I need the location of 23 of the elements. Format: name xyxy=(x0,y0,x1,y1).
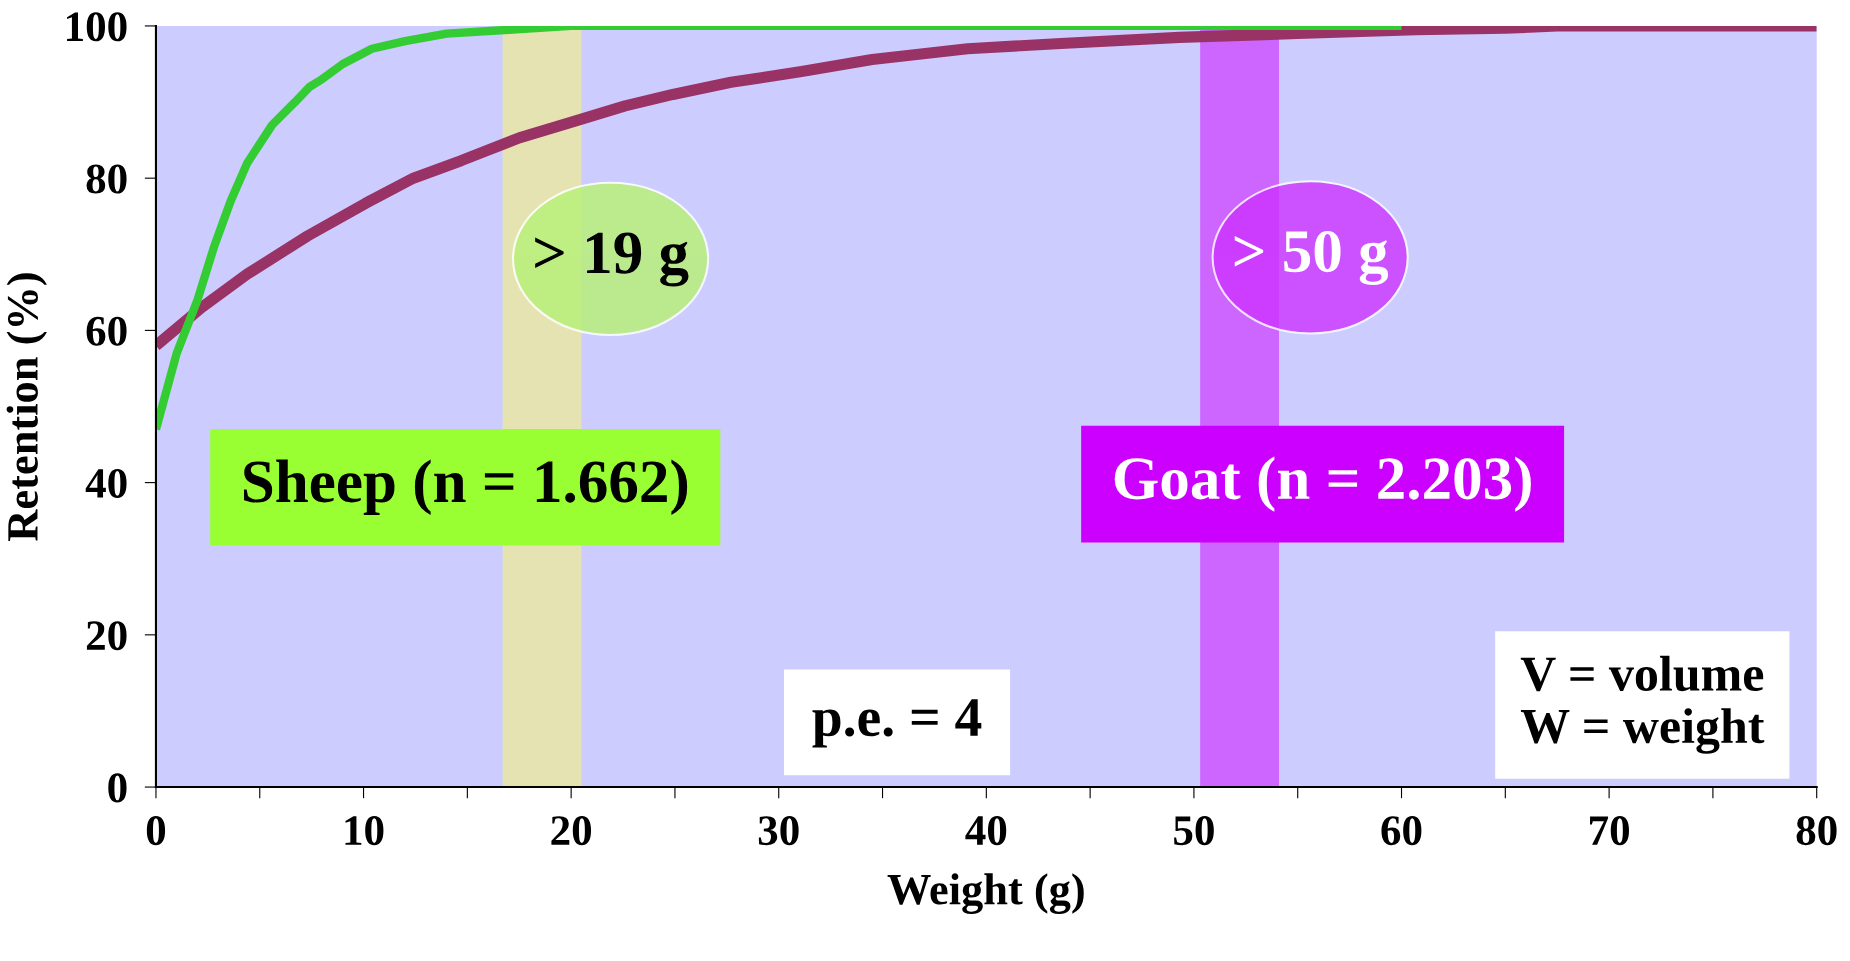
band-label: > 19 g xyxy=(535,232,689,287)
annotation: V = volume W = weight xyxy=(1520,655,1765,754)
y-tick-label: 0 xyxy=(108,773,127,803)
y-tick-label: 40 xyxy=(85,468,127,498)
y-axis-title: Retention (%) xyxy=(6,273,47,541)
y-tick-label: 60 xyxy=(86,316,127,346)
band-label: > 50 g xyxy=(1234,230,1389,286)
x-tick-label: 50 xyxy=(1174,816,1214,846)
y-tick-label: 20 xyxy=(86,621,127,651)
y-tick-label: 80 xyxy=(86,164,127,194)
x-tick-label: 40 xyxy=(965,816,1007,846)
x-tick-label: 10 xyxy=(345,816,384,846)
x-tick-label: 0 xyxy=(146,816,166,846)
y-tick-label: 100 xyxy=(67,12,127,42)
x-axis-title: Weight (g) xyxy=(887,873,1084,914)
x-tick-label: 70 xyxy=(1590,816,1629,846)
x-tick-label: 80 xyxy=(1796,816,1837,846)
x-tick-label: 30 xyxy=(758,816,799,846)
annotation: Goat (n = 2.203) xyxy=(1114,456,1531,512)
annotation: Sheep (n = 1.662) xyxy=(244,459,688,515)
annotation: p.e. = 4 xyxy=(812,699,982,748)
x-tick-label: 60 xyxy=(1381,816,1422,846)
x-tick-label: 20 xyxy=(551,816,592,846)
